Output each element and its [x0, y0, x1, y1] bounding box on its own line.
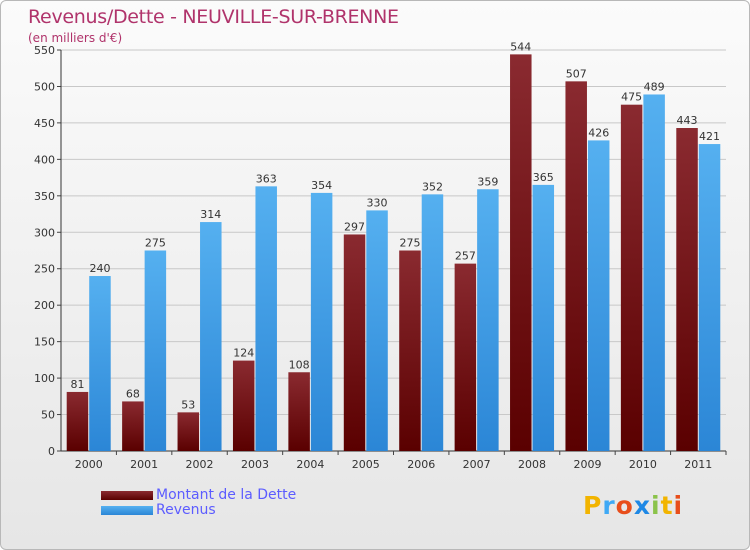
value-label-revenue-2001: 275	[145, 237, 166, 250]
bar-revenue-2008	[532, 184, 555, 451]
x-tick-label: 2001	[130, 458, 158, 471]
legend-swatch-revenue	[101, 505, 153, 515]
logo-letter: x	[633, 491, 651, 520]
x-tick-label: 2000	[75, 458, 103, 471]
bar-revenue-2001	[144, 250, 167, 451]
value-label-revenue-2007: 359	[477, 175, 498, 188]
value-label-debt-2008: 544	[510, 40, 531, 53]
y-tick-label: 550	[34, 44, 55, 57]
y-tick-label: 300	[34, 226, 55, 239]
value-label-revenue-2003: 363	[256, 172, 277, 185]
x-tick-label: 2010	[629, 458, 657, 471]
value-label-debt-2007: 257	[455, 250, 476, 263]
x-tick-label: 2002	[186, 458, 214, 471]
legend-label-revenue: Revenus	[156, 502, 216, 518]
bar-debt-2002	[177, 412, 200, 451]
bar-debt-2011	[676, 128, 698, 451]
legend-item-debt: Montant de la Dette	[101, 487, 297, 503]
y-tick-label: 150	[34, 336, 55, 349]
legend-label-debt: Montant de la Dette	[156, 487, 297, 503]
x-tick-label: 2006	[407, 458, 435, 471]
y-tick-label: 400	[34, 153, 55, 166]
bar-revenue-2006	[421, 194, 444, 452]
x-tick-label: 2008	[518, 458, 546, 471]
x-tick-label: 2007	[463, 458, 491, 471]
bar-debt-2010	[620, 104, 643, 451]
bars	[66, 54, 721, 452]
bar-debt-2000	[66, 391, 89, 451]
grid-lines	[61, 49, 726, 416]
x-tick-label: 2003	[241, 458, 269, 471]
y-tick-label: 350	[34, 190, 55, 203]
bar-debt-2003	[232, 360, 255, 451]
value-label-debt-2002: 53	[181, 398, 195, 411]
value-label-revenue-2000: 240	[89, 262, 110, 275]
value-label-debt-2010: 475	[621, 91, 642, 104]
x-tick-label: 2004	[296, 458, 324, 471]
value-label-debt-2001: 68	[126, 387, 140, 400]
y-tick-label: 200	[34, 299, 55, 312]
logo-letter: i	[673, 491, 684, 520]
logo-letter: r	[602, 491, 616, 520]
value-label-revenue-2011: 421	[699, 130, 720, 143]
value-label-debt-2003: 124	[233, 347, 254, 360]
bar-debt-2004	[288, 372, 310, 451]
bar-debt-2008	[510, 54, 532, 452]
value-label-revenue-2008: 365	[533, 171, 554, 184]
value-label-revenue-2006: 352	[422, 180, 443, 193]
value-label-debt-2005: 297	[344, 220, 365, 233]
value-label-debt-2006: 275	[399, 237, 420, 250]
bar-debt-2005	[343, 234, 366, 451]
value-label-debt-2004: 108	[289, 358, 310, 371]
bar-debt-2009	[565, 81, 587, 452]
value-label-debt-2000: 81	[70, 378, 84, 391]
value-label-debt-2009: 507	[566, 67, 587, 80]
value-label-revenue-2004: 354	[311, 179, 332, 192]
axes: 0 50 100 150 200 250 300 350 400 450 500 550 2000 200…	[34, 44, 727, 471]
chart-title: Revenus/Dette - NEUVILLE-SUR-BRENNE	[28, 6, 399, 28]
x-tick-label: 2009	[573, 458, 601, 471]
logo-letter: P	[583, 491, 603, 520]
y-tick-label: 50	[41, 409, 55, 422]
logo-letter: o	[615, 491, 634, 520]
bar-revenue-2003	[255, 186, 277, 451]
bar-revenue-2011	[698, 144, 721, 451]
x-tick-label: 2011	[684, 458, 712, 471]
bar-revenue-2002	[200, 222, 222, 451]
bar-debt-2001	[122, 401, 144, 451]
logo-letter: i	[651, 491, 661, 520]
value-label-revenue-2009: 426	[588, 126, 609, 139]
bar-revenue-2005	[366, 210, 388, 451]
value-label-revenue-2002: 314	[200, 208, 221, 221]
y-tick-label: 0	[48, 445, 55, 458]
chart-subtitle: (en milliers d'€)	[28, 31, 123, 45]
y-tick-label: 450	[34, 117, 55, 130]
y-tick-label: 250	[34, 263, 55, 276]
bar-revenue-2010	[643, 94, 665, 451]
logo-letter: t	[660, 491, 674, 520]
bar-revenue-2000	[89, 276, 111, 451]
value-label-revenue-2005: 330	[367, 196, 388, 209]
value-label-debt-2011: 443	[677, 114, 698, 127]
value-label-revenue-2010: 489	[644, 80, 665, 93]
legend-item-revenue: Revenus	[101, 502, 216, 518]
x-tick-label: 2005	[352, 458, 380, 471]
bar-revenue-2009	[587, 140, 610, 451]
bar-debt-2007	[454, 263, 477, 451]
bar-debt-2006	[399, 250, 421, 451]
legend-swatch-debt	[101, 490, 153, 500]
proxiti-logo: Proxiti	[583, 491, 683, 520]
y-tick-label: 100	[34, 372, 55, 385]
bar-revenue-2007	[477, 189, 499, 452]
bar-revenue-2004	[310, 192, 333, 451]
y-tick-label: 500	[34, 80, 55, 93]
